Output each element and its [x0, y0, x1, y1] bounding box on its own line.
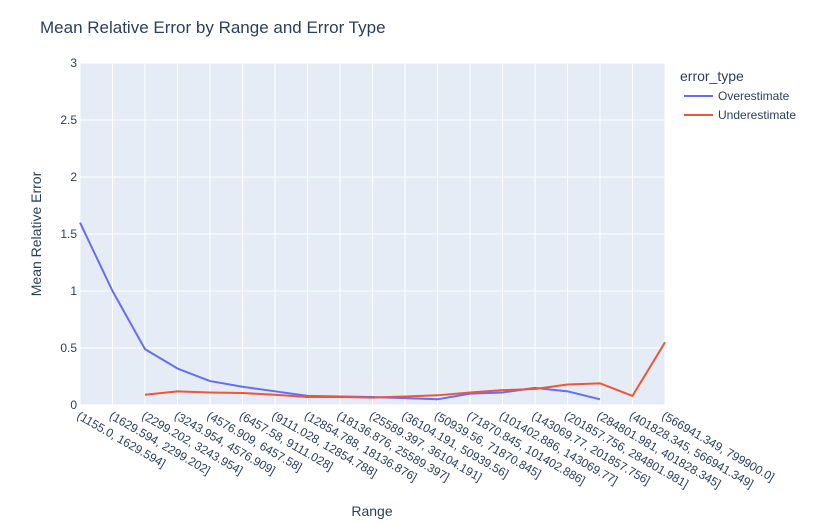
y-axis-ticks: 0 0.5 1 1.5 2 2.5 3 — [60, 56, 77, 412]
legend-label: Overestimate — [718, 89, 790, 103]
series-lines — [79, 222, 666, 401]
legend-title: error_type — [680, 68, 744, 84]
legend: error_type Overestimate Underestimate — [680, 68, 796, 122]
x-axis-title: Range — [351, 503, 392, 519]
y-tick-label: 2 — [70, 170, 77, 184]
y-tick-label: 1.5 — [60, 227, 77, 241]
series-line-underestimate — [144, 341, 666, 399]
chart-title: Mean Relative Error by Range and Error T… — [40, 18, 386, 37]
y-tick-label: 3 — [70, 56, 77, 70]
y-axis-title: Mean Relative Error — [28, 171, 44, 296]
y-tick-label: 1 — [70, 284, 77, 298]
legend-item-underestimate[interactable]: Underestimate — [684, 108, 796, 122]
grid-lines — [79, 62, 666, 406]
x-axis-ticks: (1155.0, 1629.594](1629.594, 2299.202](2… — [75, 408, 777, 491]
legend-label: Underestimate — [718, 108, 796, 122]
y-tick-label: 2.5 — [60, 113, 77, 127]
legend-item-overestimate[interactable]: Overestimate — [684, 89, 790, 103]
y-tick-label: 0.5 — [60, 341, 77, 355]
y-tick-label: 0 — [70, 398, 77, 412]
